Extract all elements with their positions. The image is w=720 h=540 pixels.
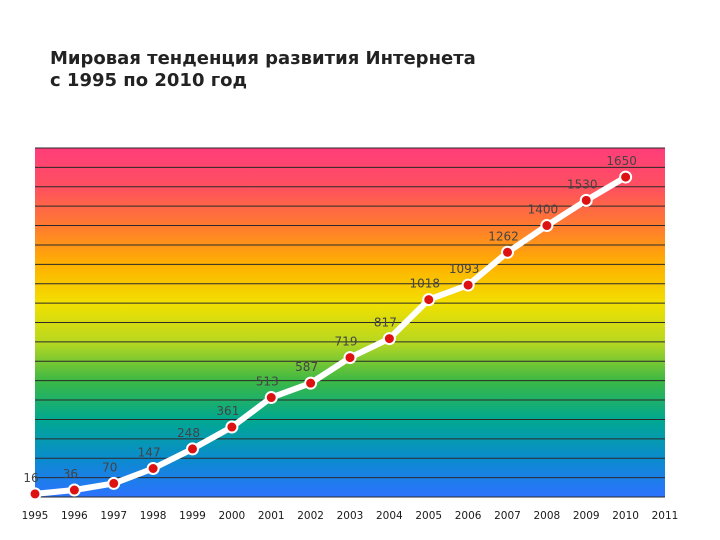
data-point [619,170,633,184]
x-tick-label: 1996 [61,510,88,522]
data-point [540,219,554,233]
data-point [304,376,318,390]
x-tick-label: 2011 [652,510,679,522]
x-tick-label: 1999 [179,510,206,522]
data-label: 70 [102,460,117,474]
x-tick-label: 2005 [415,510,442,522]
data-label: 513 [256,375,279,389]
x-tick-label: 1995 [22,510,49,522]
data-point [422,293,436,307]
x-tick-label: 2008 [534,510,561,522]
data-point [382,332,396,346]
data-label: 147 [138,445,161,459]
data-point [186,442,199,456]
chart-title-line-1: Мировая тенденция развития Интернета [50,48,476,69]
data-points [28,170,633,501]
chart-title: Мировая тенденция развития Интернета с 1… [50,48,476,92]
data-point [343,351,357,365]
data-label: 1650 [606,154,637,168]
data-label: 361 [216,404,239,418]
data-labels: 16 36 70 147 248 361 513 587 719 817 1018 1093 1262 1… [23,154,637,485]
chart-title-line-2: с 1995 по 2010 год [50,70,248,91]
data-point [146,461,160,475]
data-label: 1018 [409,277,440,291]
data-label: 817 [374,316,397,330]
data-point [225,420,239,434]
x-tick-label: 2004 [376,510,403,522]
data-label: 1400 [528,203,559,217]
x-tick-label: 2002 [297,510,324,522]
x-tick-label: 2003 [337,510,364,522]
data-point [579,193,593,207]
x-tick-label: 2009 [573,510,600,522]
x-tick-label: 2001 [258,510,285,522]
data-point [67,483,81,497]
x-tick-label: 1998 [140,510,167,522]
data-point [107,476,121,490]
data-label: 16 [23,471,38,485]
x-tick-label: 1997 [100,510,127,522]
x-tick-label: 2010 [612,510,639,522]
data-label: 248 [177,426,200,440]
data-label: 1093 [449,262,480,276]
data-label: 1530 [567,177,598,191]
data-label: 1262 [488,229,519,243]
data-label: 587 [295,360,318,374]
x-tick-label: 2006 [455,510,482,522]
series-line [32,174,629,497]
x-axis-ticks: 1995 1996 1997 1998 1999 2000 2001 2002 2003 2004… [22,510,679,522]
x-tick-label: 2007 [494,510,521,522]
data-point [461,278,475,292]
grid-lines [35,147,665,498]
data-point [264,391,278,405]
x-tick-label: 2000 [219,510,246,522]
data-point [28,487,42,501]
data-label: 36 [63,467,78,481]
data-point [501,245,514,259]
data-label: 719 [335,335,358,349]
